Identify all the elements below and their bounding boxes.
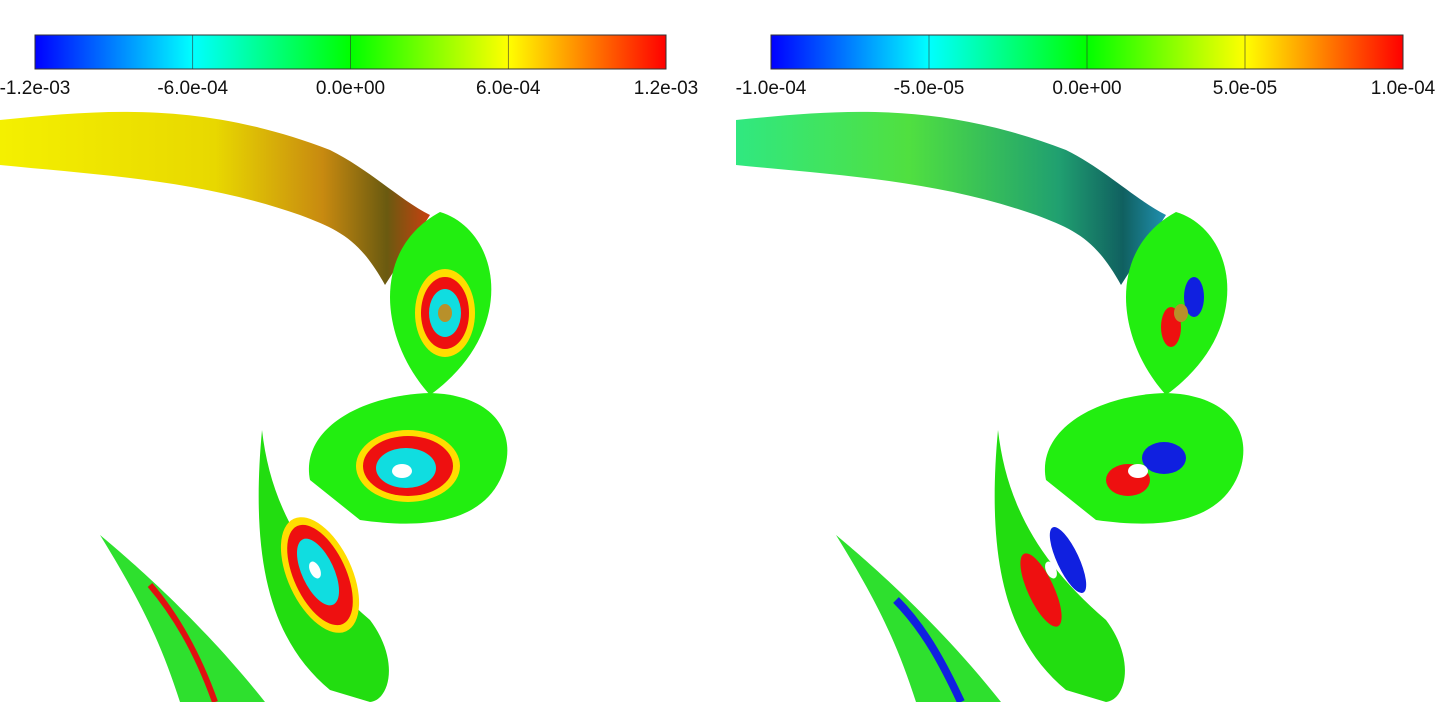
colorbar-tick-label: -1.0e-04 xyxy=(736,78,807,99)
left-render xyxy=(0,111,508,702)
colorbar-tick-label: -1.2e-03 xyxy=(0,78,70,99)
right-render xyxy=(736,111,1244,702)
colorbar-tick-label: 1.2e-03 xyxy=(634,78,698,99)
blob xyxy=(1049,527,1087,593)
bottom-rings xyxy=(147,583,218,702)
top-lobe xyxy=(1126,212,1228,395)
bottom-blade xyxy=(100,535,265,702)
colorbar-tick-label: 5.0e-05 xyxy=(1213,78,1277,99)
core xyxy=(1174,304,1188,322)
blob xyxy=(1142,442,1186,474)
colorbar-tick-label: 0.0e+00 xyxy=(1052,78,1121,99)
core xyxy=(1128,464,1148,478)
lower-blade xyxy=(994,430,1125,702)
colorbar-tick-label: 6.0e-04 xyxy=(476,78,541,99)
colorbar-tick-label: -6.0e-04 xyxy=(157,78,228,99)
vortex-tube xyxy=(0,111,430,285)
colorbar-tick-label: 1.0e-04 xyxy=(1371,78,1436,99)
core xyxy=(309,561,321,579)
core xyxy=(1045,561,1057,579)
core xyxy=(438,304,452,322)
blob xyxy=(1184,277,1204,317)
lower-blade xyxy=(258,430,389,702)
blob xyxy=(1020,553,1062,627)
core xyxy=(392,464,412,478)
bottom-blob xyxy=(893,597,965,702)
colorbar-tick-label: -5.0e-05 xyxy=(894,78,965,99)
vortex-tube xyxy=(736,111,1166,285)
bottom-blade xyxy=(836,535,1001,702)
colorbar-tick-label: 0.0e+00 xyxy=(316,78,385,99)
